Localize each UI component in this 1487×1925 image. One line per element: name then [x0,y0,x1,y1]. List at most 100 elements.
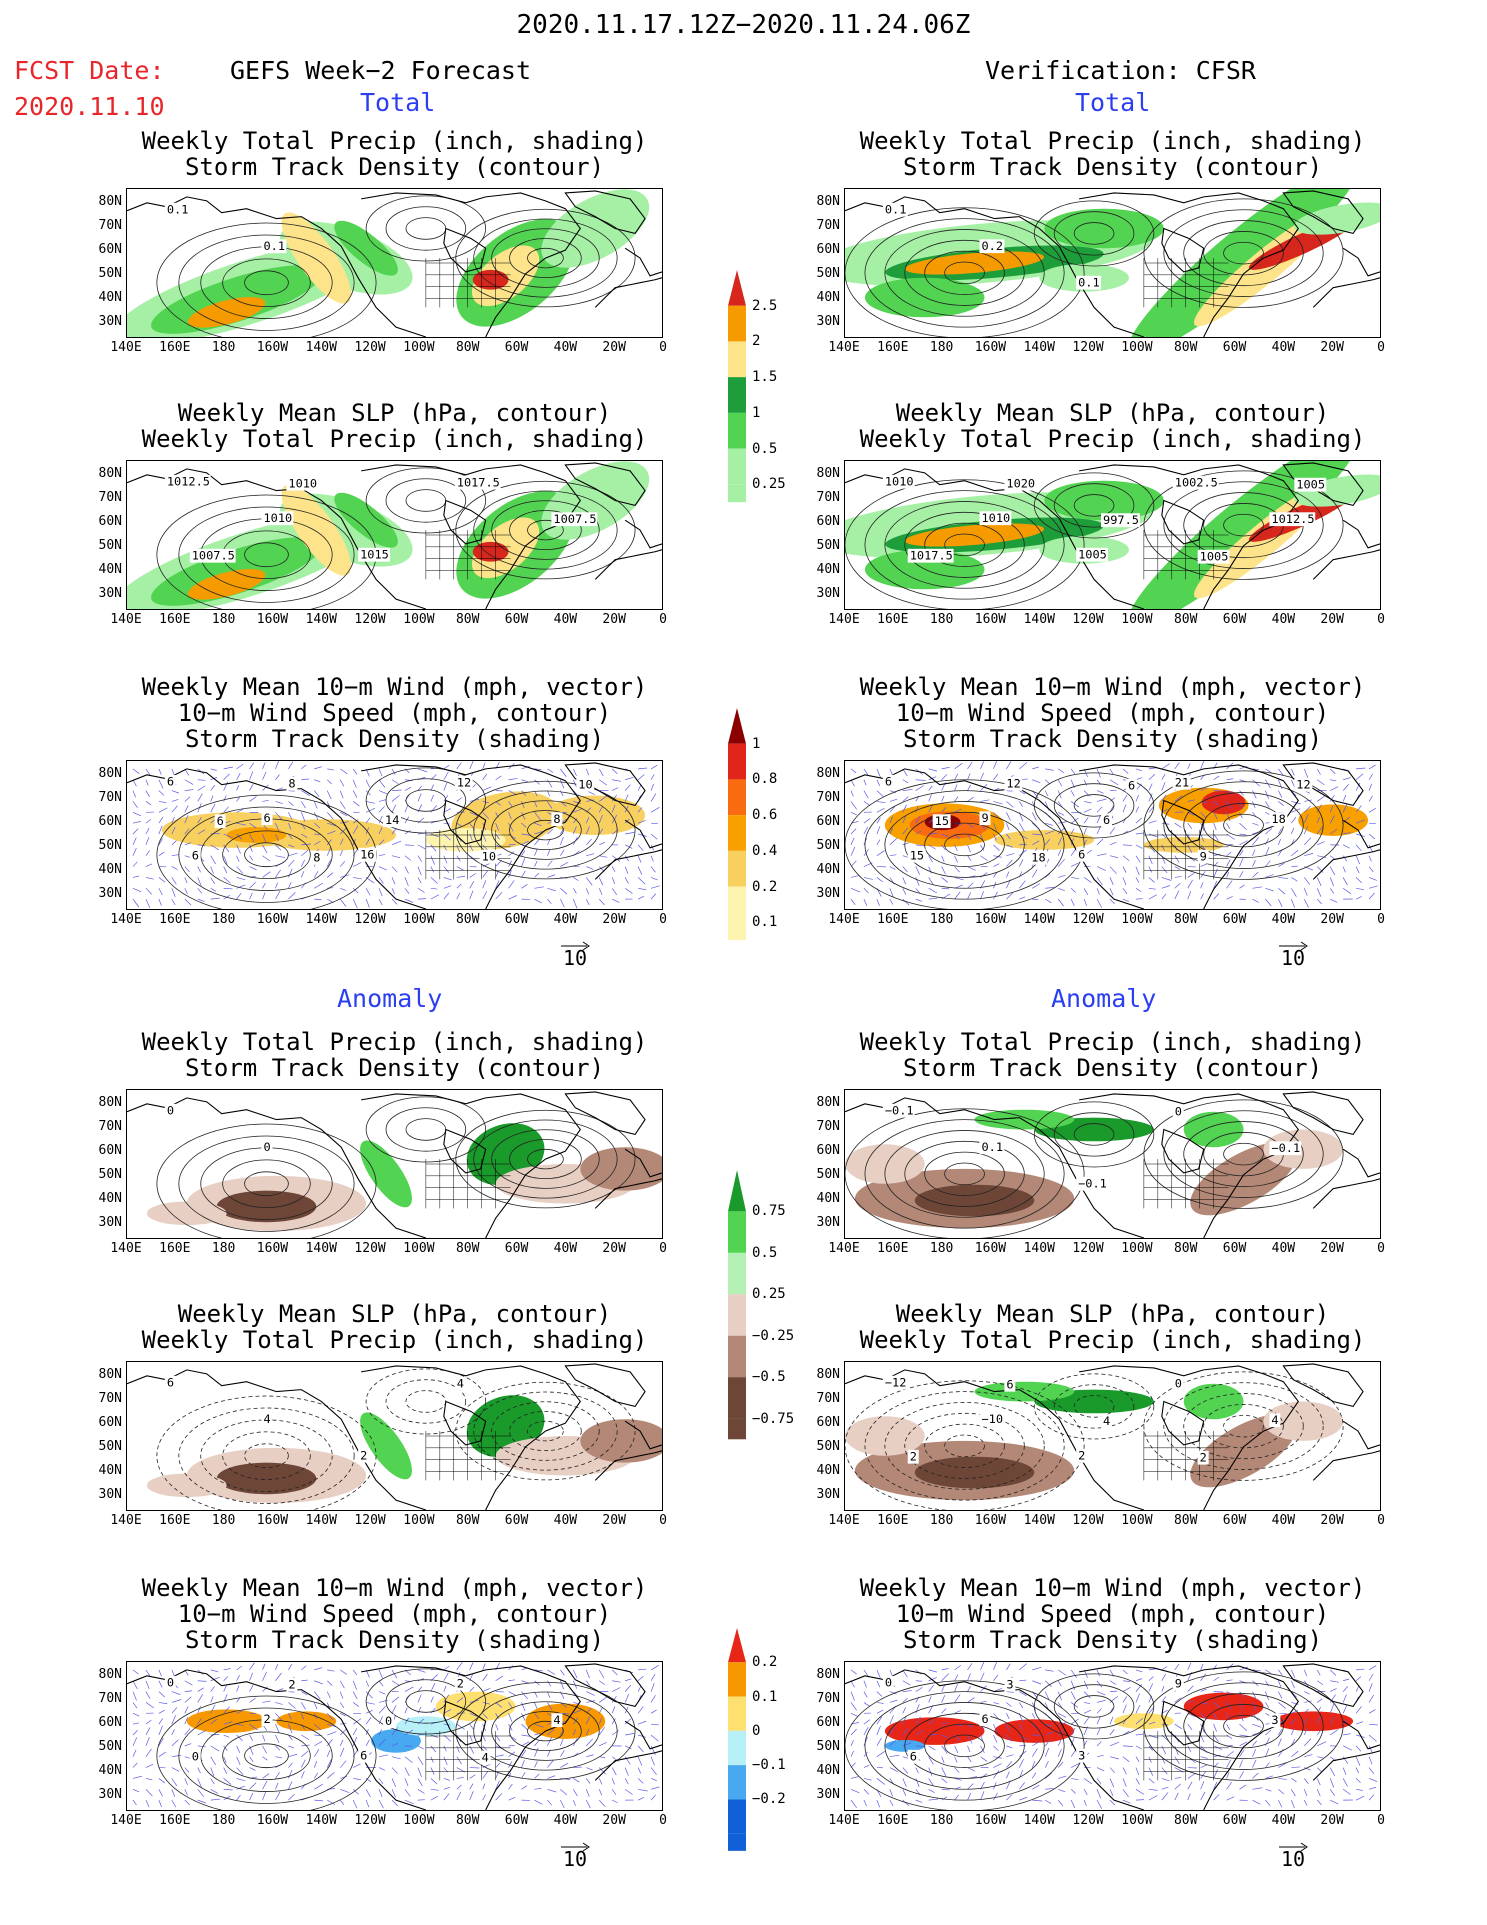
svg-text:6: 6 [217,814,224,828]
panel-title: Weekly Mean SLP (hPa, contour) Weekly Tot… [824,1301,1401,1353]
svg-text:2: 2 [1078,1449,1085,1463]
lon-tick-label: 160E [159,1513,191,1528]
contour-label: 2 [1197,1451,1209,1465]
lon-tick-label: 160W [974,340,1007,355]
lon-tick-label: 40W [1271,1513,1296,1528]
lon-tick-label: 60W [1222,1241,1247,1256]
lon-tick-label: 40W [553,1813,578,1828]
svg-text:4: 4 [482,1751,489,1765]
contour-label: 10 [576,778,595,792]
lat-tick-label: 40N [98,1763,122,1778]
svg-text:2: 2 [910,1450,917,1464]
colorbar-tick-label: 0.5 [752,1244,778,1261]
lon-tick-label: 100W [403,1241,435,1256]
reference-vector-arrow [561,1837,591,1856]
lon-tick-label: 160W [256,912,289,927]
svg-text:1020: 1020 [1006,477,1035,491]
lon-tick-label: 60W [1222,1813,1247,1828]
lon-tick-label: 80W [455,912,480,927]
colorbar-tick-label: 1.5 [752,369,778,386]
contour-label: 0 [1172,1377,1184,1391]
svg-text:1017.5: 1017.5 [910,549,953,563]
svg-text:15: 15 [910,849,924,863]
panel-title-line: Storm Track Density (contour) [902,153,1323,181]
lat-tick-label: 30N [98,314,122,329]
anomaly-label-right: Anomaly [1051,984,1157,1013]
reference-vector-arrow [1279,1837,1309,1856]
lon-tick-label: 100W [1121,340,1153,355]
lat-tick-label: 60N [816,242,840,257]
lon-tick-label: 160W [974,1813,1007,1828]
lon-tick-label: 140W [305,1513,337,1528]
colorbar-tick-label: −0.25 [752,1327,795,1344]
contour-label: 1015 [358,548,391,562]
svg-text:6: 6 [263,811,270,825]
lat-tick-label: 30N [816,1215,840,1230]
lat-tick-label: 70N [98,1391,122,1406]
lon-tick-label: 180 [211,1513,236,1528]
svg-text:0.2: 0.2 [981,239,1003,253]
lat-tick-label: 50N [816,1739,840,1754]
lon-tick-label: 120W [354,1513,386,1528]
lat-tick-label: 60N [816,1715,840,1730]
lon-tick-label: 60W [504,1241,529,1256]
lon-tick-label: 60W [504,1513,529,1528]
contour-label: 6 [1076,848,1088,862]
svg-text:6: 6 [1103,813,1110,827]
contour-label: 0.1 [1076,276,1102,290]
panel-title-line: Weekly Total Precip (inch, shading) [859,1028,1366,1056]
lon-tick-label: 60W [1222,612,1247,627]
colorbar-tick-label: 0 [752,1722,761,1739]
contour-label: 1012.5 [1269,512,1316,526]
panel-title: Weekly Total Precip (inch, shading) Storm… [106,1029,683,1081]
lon-tick-label: 60W [504,612,529,627]
svg-text:−0.1: −0.1 [1078,1177,1107,1191]
contour-label: 0 [261,1140,273,1154]
lat-tick-label: 30N [98,586,122,601]
lon-tick-label: 40W [553,1513,578,1528]
lon-tick-label: 120W [1072,1241,1104,1256]
lat-tick-label: 40N [816,1191,840,1206]
contour-label: 1020 [1004,477,1037,491]
contour-label: 0 [189,1750,201,1764]
svg-text:6: 6 [981,1712,988,1726]
lon-tick-label: 40W [1271,1813,1296,1828]
svg-text:2: 2 [360,1449,367,1463]
lon-tick-label: 0 [659,1513,667,1528]
contour-label: 4 [261,1412,273,1426]
panel-title-line: 10−m Wind Speed (mph, contour) [895,699,1330,727]
lon-tick-label: 20W [602,1513,626,1528]
contour-label: 1002.5 [1172,476,1219,490]
panel-title-line: Storm Track Density (shading) [184,1626,605,1654]
lat-tick-label: 80N [98,1095,122,1110]
lon-tick-label: 160E [877,912,909,927]
contour-label: 3 [1269,1713,1281,1727]
panel-title-line: Storm Track Density (contour) [184,153,605,181]
svg-text:6: 6 [360,1749,367,1763]
svg-text:0.1: 0.1 [263,239,285,253]
lat-tick-label: 80N [98,466,122,481]
svg-text:1007.5: 1007.5 [553,512,596,526]
lon-tick-label: 120W [1072,1513,1104,1528]
svg-text:0: 0 [192,1750,199,1764]
lon-tick-label: 40W [553,1241,578,1256]
lon-tick-label: 140W [305,912,337,927]
lon-tick-label: 80W [455,1813,480,1828]
panel-title-line: 10−m Wind Speed (mph, contour) [895,1600,1330,1628]
svg-text:1007.5: 1007.5 [192,549,235,563]
panel-title: Weekly Mean SLP (hPa, contour) Weekly Tot… [824,400,1401,452]
svg-text:1012.5: 1012.5 [1271,512,1314,526]
lat-tick-label: 30N [816,586,840,601]
lon-tick-label: 180 [929,1513,954,1528]
panel-title-line: Weekly Total Precip (inch, shading) [859,127,1366,155]
panel-title-line: Weekly Mean 10−m Wind (mph, vector) [141,1574,648,1602]
fcst-date-label: FCST Date: [14,56,165,85]
contour-label: 15 [907,849,926,863]
lon-tick-label: 40W [1271,1241,1296,1256]
lon-tick-label: 140W [305,1813,337,1828]
svg-text:1002.5: 1002.5 [1175,476,1218,490]
lon-tick-label: 180 [211,612,236,627]
lon-tick-label: 180 [211,1813,236,1828]
contour-label: 6 [189,849,201,863]
